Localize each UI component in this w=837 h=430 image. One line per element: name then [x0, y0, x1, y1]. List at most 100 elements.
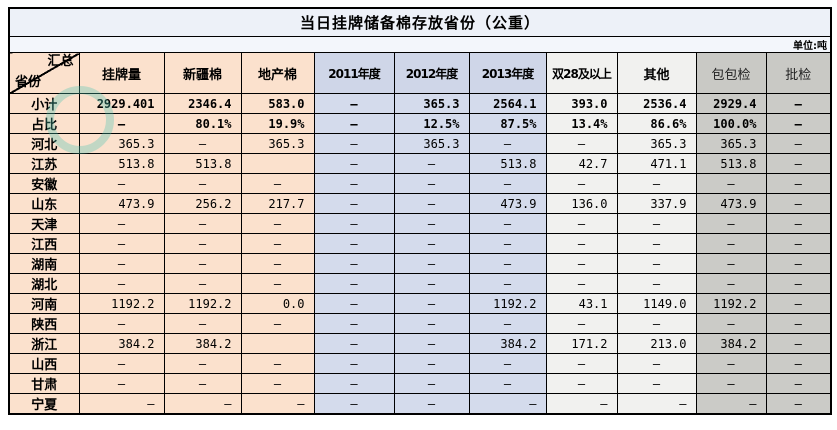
- value-cell: 1192.2: [163, 293, 242, 314]
- row-header: 占比: [8, 113, 80, 134]
- value-cell: —: [78, 253, 165, 274]
- value-cell: 12.5%: [393, 113, 470, 134]
- table-row: 宁夏 — — — — — — — — — —: [8, 393, 832, 415]
- value-cell: —: [78, 273, 165, 294]
- table-row: 小计 2929.401 2346.4 583.0—365.3 2564.1 393.0 25…: [8, 93, 832, 114]
- value-cell: —: [616, 233, 697, 254]
- row-header: 甘肃: [8, 373, 80, 394]
- value-cell: 384.2: [695, 333, 767, 354]
- value-cell: —: [616, 353, 697, 374]
- corner-cell: 汇总 省份: [8, 52, 80, 94]
- province-storage-table: 当日挂牌储备棉存放省份（公重） 单位:吨 汇总 省份 挂牌量 新疆棉 地产棉 2011…: [8, 7, 833, 415]
- column-header: 2012年度: [393, 52, 470, 94]
- value-cell: —: [468, 393, 547, 415]
- value-cell: 365.3: [240, 133, 315, 154]
- value-cell: —: [765, 213, 832, 234]
- value-cell: —: [695, 313, 767, 334]
- value-cell: —: [545, 233, 618, 254]
- value-cell: —: [78, 313, 165, 334]
- value-cell: 583.0: [240, 93, 315, 114]
- value-cell: 42.7: [545, 153, 618, 174]
- value-cell: 256.2: [163, 193, 242, 214]
- value-cell: —: [765, 293, 832, 314]
- value-cell: 365.3: [78, 133, 165, 154]
- value-cell: —: [616, 253, 697, 274]
- value-cell: 513.8: [468, 153, 547, 174]
- table-row: 江苏 513.8 513.8— —513.8 42.7 471.1 513.8—: [8, 153, 832, 174]
- table-row: 湖北 — — — — — — — — — —: [8, 273, 832, 294]
- value-cell: —: [695, 253, 767, 274]
- value-cell: —: [240, 353, 315, 374]
- column-header: 地产棉: [240, 52, 315, 94]
- value-cell: —: [313, 253, 395, 274]
- value-cell: 365.3: [695, 133, 767, 154]
- value-cell: —: [393, 353, 470, 374]
- value-cell: —: [163, 313, 242, 334]
- value-cell: —: [240, 233, 315, 254]
- table-container: 当日挂牌储备棉存放省份（公重） 单位:吨 汇总 省份 挂牌量 新疆棉 地产棉 2011…: [8, 7, 833, 415]
- row-header: 陕西: [8, 313, 80, 334]
- value-cell: 86.6%: [616, 113, 697, 134]
- value-cell: —: [765, 133, 832, 154]
- table-row: 山东 473.9 256.2 217.7— —473.9 136.0 337.9 473.9—: [8, 193, 832, 214]
- row-header: 河北: [8, 133, 80, 154]
- header-row: 汇总 省份 挂牌量 新疆棉 地产棉 2011年度 2012年度 2013年度 双28及以上其…: [8, 52, 832, 94]
- table-row: 陕西 — — — — — — — — — —: [8, 313, 832, 334]
- value-cell: —: [78, 233, 165, 254]
- value-cell: 384.2: [78, 333, 165, 354]
- column-header: 2011年度: [313, 52, 395, 94]
- column-header: 批检: [765, 52, 832, 94]
- value-cell: —: [545, 133, 618, 154]
- value-cell: —: [393, 273, 470, 294]
- value-cell: —: [765, 153, 832, 174]
- value-cell: —: [240, 213, 315, 234]
- value-cell: —: [240, 173, 315, 194]
- value-cell: —: [765, 253, 832, 274]
- value-cell: 13.4%: [545, 113, 618, 134]
- value-cell: —: [163, 353, 242, 374]
- title-row: 当日挂牌储备棉存放省份（公重）: [8, 7, 832, 37]
- value-cell: —: [545, 253, 618, 274]
- value-cell: —: [616, 313, 697, 334]
- value-cell: 473.9: [468, 193, 547, 214]
- value-cell: 365.3: [616, 133, 697, 154]
- value-cell: —: [313, 313, 395, 334]
- value-cell: —: [545, 213, 618, 234]
- value-cell: 43.1: [545, 293, 618, 314]
- value-cell: 1192.2: [468, 293, 547, 314]
- value-cell: 1192.2: [695, 293, 767, 314]
- row-header: 安徽: [8, 173, 80, 194]
- value-cell: —: [695, 173, 767, 194]
- table-row: 甘肃 — — — — — — — — — —: [8, 373, 832, 394]
- value-cell: —: [765, 173, 832, 194]
- value-cell: —: [313, 233, 395, 254]
- corner-label-top: 汇总: [47, 54, 74, 69]
- table-row: 河南 1192.2 1192.2 0.0— —1192.2 43.1 1149.0 1192.…: [8, 293, 832, 314]
- value-cell: —: [163, 253, 242, 274]
- value-cell: 2564.1: [468, 93, 547, 114]
- value-cell: —: [393, 173, 470, 194]
- value-cell: —: [393, 153, 470, 174]
- table-row: 浙江 384.2 384.2— —384.2 171.2 213.0 384.2—: [8, 333, 832, 354]
- value-cell: —: [240, 373, 315, 394]
- value-cell: —: [545, 393, 618, 415]
- value-cell: —: [240, 273, 315, 294]
- value-cell: —: [163, 133, 242, 154]
- value-cell: —: [545, 313, 618, 334]
- value-cell: —: [616, 273, 697, 294]
- row-header: 宁夏: [8, 393, 80, 415]
- value-cell: 2346.4: [163, 93, 242, 114]
- table-row: 河北 365.3—365.3—365.3— —365.3 365.3—: [8, 133, 832, 154]
- value-cell: —: [313, 273, 395, 294]
- column-header: 双28及以上: [545, 52, 618, 94]
- row-header: 河南: [8, 293, 80, 314]
- value-cell: —: [313, 153, 395, 174]
- value-cell: —: [78, 173, 165, 194]
- unit-row: 单位:吨: [8, 36, 832, 53]
- row-header: 江苏: [8, 153, 80, 174]
- value-cell: —: [695, 273, 767, 294]
- table-row: 占比 —80.1% 19.9% —12.5% 87.5% 13.4% 86.6% 100.0%…: [8, 113, 832, 134]
- value-cell: —: [765, 353, 832, 374]
- value-cell: —: [78, 353, 165, 374]
